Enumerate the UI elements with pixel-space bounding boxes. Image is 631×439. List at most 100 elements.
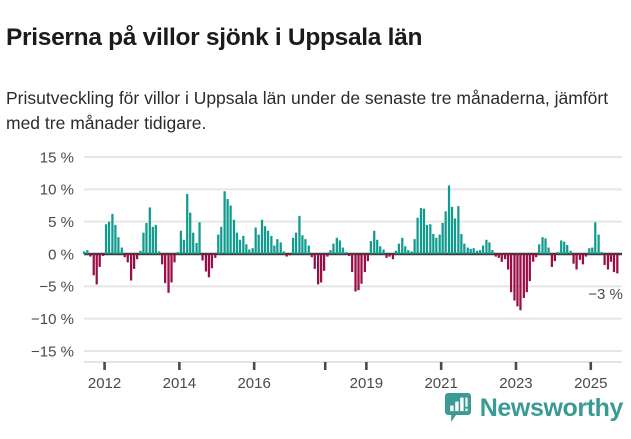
bar <box>457 206 460 254</box>
x-axis-tick-label: 2019 <box>350 375 383 392</box>
bar <box>425 224 429 254</box>
bar <box>575 254 578 270</box>
bar <box>354 254 357 292</box>
bar <box>254 227 257 254</box>
bar-series <box>82 185 619 311</box>
bar <box>329 250 332 254</box>
bar <box>151 226 154 254</box>
x-axis-tick-label: 2012 <box>88 375 121 392</box>
bar <box>248 249 251 254</box>
bar <box>288 254 292 256</box>
bar <box>410 251 413 254</box>
bar <box>516 254 519 307</box>
bar <box>145 222 148 254</box>
bar <box>612 254 616 273</box>
bar <box>92 254 95 276</box>
bar <box>198 222 201 254</box>
value-annotation: −3 % <box>588 286 623 303</box>
bar <box>251 248 254 254</box>
bar <box>416 217 419 254</box>
bar <box>332 243 335 254</box>
bar <box>519 254 522 311</box>
bar <box>223 191 226 254</box>
bar <box>192 232 195 254</box>
bar <box>441 222 444 254</box>
bar <box>195 243 198 254</box>
bar <box>600 252 603 254</box>
bar <box>317 254 320 285</box>
bar <box>544 238 547 254</box>
bar <box>310 254 313 258</box>
bar <box>481 245 485 254</box>
bar <box>581 254 585 265</box>
bar <box>101 254 105 256</box>
bar <box>366 254 369 262</box>
bar <box>307 245 310 254</box>
bar <box>341 247 344 254</box>
bar <box>201 254 204 261</box>
bar <box>214 254 217 258</box>
bar <box>266 230 270 254</box>
bar <box>348 254 351 256</box>
bar <box>189 212 192 254</box>
bar <box>422 208 426 254</box>
chart-footer: Newsworthy <box>0 391 631 435</box>
bar <box>394 250 398 254</box>
bar <box>469 248 472 254</box>
bar <box>95 254 98 285</box>
bar <box>117 237 120 254</box>
bar <box>182 239 185 254</box>
bar <box>98 254 101 267</box>
bar <box>419 208 423 254</box>
x-axis-tick-label: 2016 <box>237 375 270 392</box>
bar <box>298 215 301 254</box>
bar <box>179 230 182 254</box>
bar <box>466 247 469 254</box>
bar <box>463 243 466 254</box>
bar <box>532 254 535 262</box>
bar <box>453 218 457 254</box>
bar <box>363 254 366 273</box>
bar <box>301 235 304 254</box>
bar <box>282 251 285 254</box>
bar <box>360 254 363 284</box>
bar <box>588 248 591 254</box>
bar <box>432 233 435 254</box>
bar <box>379 246 382 254</box>
bar <box>229 205 232 254</box>
bar <box>86 250 89 254</box>
bar <box>130 254 133 281</box>
bar <box>513 254 516 301</box>
bar <box>616 254 619 274</box>
bar <box>584 254 588 257</box>
x-axis-tick-label: 2025 <box>574 375 607 392</box>
bar <box>276 239 279 254</box>
x-axis-tick-label: 2023 <box>499 375 532 392</box>
bar <box>556 252 559 254</box>
bar <box>450 206 454 254</box>
bar <box>89 254 92 257</box>
bar <box>494 254 497 257</box>
bar <box>376 239 379 254</box>
bar <box>550 254 553 267</box>
bar <box>401 237 404 254</box>
bar <box>270 235 273 254</box>
bar <box>123 254 126 258</box>
bar <box>597 234 600 254</box>
x-axis-tick-label: 2014 <box>163 375 196 392</box>
bar <box>475 250 479 254</box>
bar <box>438 234 441 254</box>
bar <box>535 254 538 258</box>
bar <box>291 237 295 254</box>
bar <box>120 247 123 254</box>
y-axis-tick-label: −5 % <box>39 279 74 296</box>
bar <box>207 254 211 278</box>
bar <box>594 222 597 254</box>
bar <box>460 233 463 254</box>
y-axis-tick-label: 15 % <box>40 149 74 166</box>
bar <box>578 254 582 260</box>
bar <box>560 240 563 254</box>
bar <box>572 254 575 264</box>
bar <box>541 237 544 254</box>
y-axis-tick-label: −15 % <box>31 343 74 360</box>
